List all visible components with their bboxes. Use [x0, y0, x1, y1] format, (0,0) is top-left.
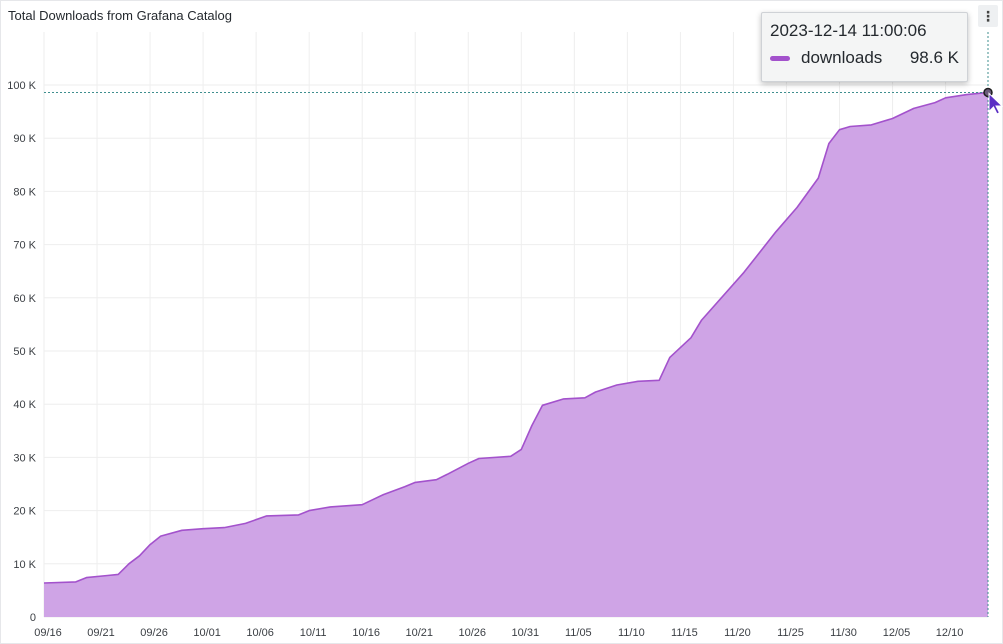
mouse-cursor-icon [988, 92, 1003, 115]
x-tick-label: 10/11 [300, 627, 327, 639]
panel-menu-button[interactable]: ⋮ [978, 5, 998, 27]
y-tick-label: 40 K [13, 399, 36, 411]
y-tick-label: 10 K [13, 559, 36, 571]
x-tick-label: 12/05 [883, 627, 911, 639]
x-tick-label: 12/10 [936, 627, 964, 639]
more-vertical-icon: ⋮ [981, 8, 995, 24]
x-tick-label: 11/05 [565, 627, 592, 639]
x-tick-label: 09/16 [34, 627, 62, 639]
y-tick-label: 60 K [13, 293, 36, 305]
x-tick-label: 11/25 [777, 627, 804, 639]
x-tick-label: 11/20 [724, 627, 751, 639]
x-tick-label: 10/26 [459, 627, 487, 639]
y-tick-label: 20 K [13, 506, 36, 518]
series-area-downloads [44, 92, 988, 617]
x-tick-label: 09/21 [87, 627, 115, 639]
x-tick-label: 11/10 [618, 627, 645, 639]
y-tick-label: 80 K [13, 186, 36, 198]
x-tick-label: 10/01 [193, 627, 221, 639]
tooltip-series-name: downloads [801, 48, 883, 67]
tooltip-series-row: downloads 98.6 K [770, 48, 959, 68]
tooltip-series-value: 98.6 K [909, 48, 959, 67]
y-tick-label: 50 K [13, 346, 36, 358]
y-tick-label: 100 K [7, 80, 36, 92]
x-tick-label: 09/26 [140, 627, 168, 639]
x-tick-label: 11/15 [671, 627, 698, 639]
y-tick-label: 90 K [13, 133, 36, 145]
x-tick-label: 11/30 [830, 627, 857, 639]
y-tick-label: 70 K [13, 240, 36, 252]
panel-title: Total Downloads from Grafana Catalog [8, 8, 233, 23]
x-tick-label: 10/06 [246, 627, 274, 639]
y-tick-label: 0 [30, 612, 36, 624]
x-tick-label: 10/16 [352, 627, 380, 639]
x-tick-label: 10/31 [512, 627, 540, 639]
x-tick-label: 10/21 [405, 627, 433, 639]
hover-tooltip: 2023-12-14 11:00:06 downloads 98.6 K [761, 12, 968, 82]
series-color-swatch [770, 55, 790, 61]
series-line-downloads [43, 91, 989, 584]
tooltip-timestamp: 2023-12-14 11:00:06 [770, 21, 927, 40]
y-tick-label: 30 K [13, 452, 36, 464]
